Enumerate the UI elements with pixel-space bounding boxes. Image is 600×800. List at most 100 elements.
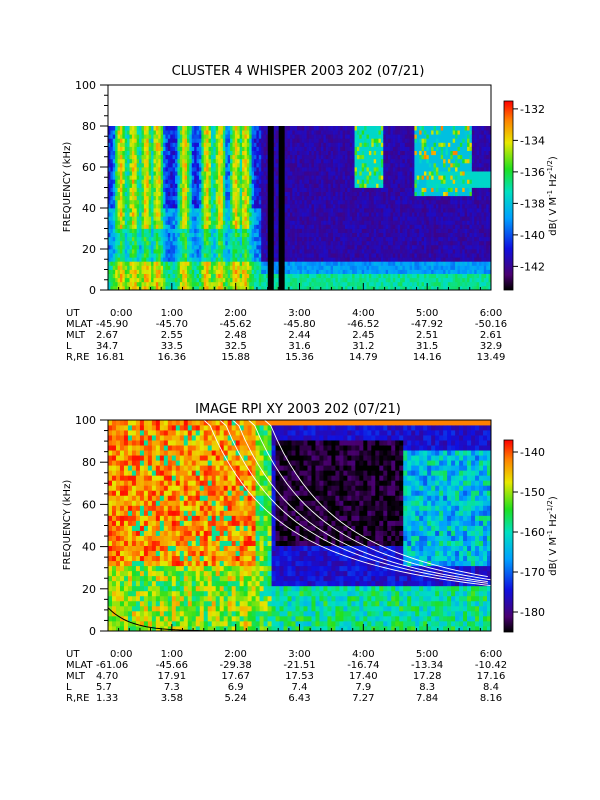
heatmap-cell [285, 203, 288, 209]
heatmap-cell [287, 216, 291, 221]
heatmap-cell [388, 175, 391, 180]
heatmap-cell [215, 261, 219, 266]
heatmap-cell [198, 240, 202, 246]
heatmap-cell [115, 273, 118, 279]
heatmap-cell [165, 228, 169, 233]
heatmap-cell [261, 277, 264, 283]
heatmap-cell [323, 187, 327, 192]
heatmap-cell [400, 269, 403, 274]
heatmap-cell [368, 130, 372, 135]
heatmap-cell [177, 203, 181, 209]
heatmap-cell [373, 253, 377, 258]
heatmap-cell [342, 269, 346, 274]
heatmap-cell [151, 167, 154, 172]
heatmap-cell [182, 265, 185, 270]
heatmap-cell [301, 179, 305, 184]
heatmap-cell [189, 171, 193, 176]
heatmap-cell [208, 158, 212, 164]
heatmap-cell [220, 175, 224, 180]
heatmap-cell [158, 195, 162, 201]
heatmap-cell [246, 249, 250, 254]
heatmap-cell [127, 228, 130, 233]
heatmap-cell [117, 257, 121, 262]
heatmap-cell [333, 179, 336, 184]
heatmap-cell [368, 208, 372, 213]
heatmap-cell [146, 167, 150, 172]
heatmap-cell [177, 281, 181, 287]
heatmap-cell [254, 265, 257, 270]
heatmap-cell [371, 171, 375, 176]
heatmap-cell [165, 261, 169, 266]
heatmap-cell [311, 154, 315, 160]
heatmap-cell [237, 130, 241, 135]
heatmap-cell [191, 224, 195, 229]
heatmap-cell [112, 249, 116, 254]
heatmap-cell [328, 142, 332, 147]
heatmap-cell [124, 220, 128, 225]
heatmap-cell [364, 277, 367, 283]
heatmap-cell [251, 158, 255, 164]
heatmap-cell [306, 130, 310, 135]
heatmap-cell [246, 257, 250, 262]
heatmap-cell [301, 208, 305, 213]
heatmap-cell [373, 273, 377, 279]
heatmap-cell [148, 228, 152, 233]
heatmap-cell [242, 253, 245, 258]
heatmap-cell [390, 138, 394, 143]
heatmap-cell [230, 232, 233, 238]
heatmap-cell [246, 130, 250, 135]
heatmap-cell [309, 228, 312, 233]
heatmap-cell [151, 269, 154, 274]
heatmap-cell [115, 228, 118, 233]
heatmap-cell [273, 228, 276, 233]
heatmap-cell [230, 150, 233, 156]
heatmap-cell [376, 162, 379, 168]
heatmap-cell [368, 171, 372, 176]
heatmap-cell [400, 183, 403, 188]
heatmap-cell [119, 216, 123, 221]
heatmap-cell [349, 158, 353, 164]
heatmap-cell [388, 240, 391, 246]
heatmap-cell [400, 199, 403, 205]
heatmap-cell [361, 208, 365, 213]
heatmap-cell [206, 191, 209, 197]
heatmap-cell [400, 142, 403, 147]
heatmap-cell [136, 285, 140, 291]
heatmap-cell [287, 179, 291, 184]
heatmap-cell [129, 285, 133, 291]
heatmap-cell [167, 261, 171, 266]
heatmap-cell [342, 212, 346, 217]
heatmap-cell [359, 228, 363, 233]
heatmap-cell [201, 162, 205, 168]
heatmap-cell [158, 183, 162, 188]
heatmap-cell [256, 126, 260, 131]
heatmap-cell [112, 228, 116, 233]
heatmap-cell [254, 236, 257, 242]
heatmap-cell [165, 236, 169, 242]
heatmap-cell [335, 146, 339, 151]
heatmap-cell [227, 273, 231, 279]
heatmap-cell [390, 199, 394, 205]
heatmap-cell [182, 195, 185, 201]
heatmap-cell [139, 175, 142, 180]
heatmap-cell [230, 285, 233, 291]
heatmap-cell [258, 146, 262, 151]
heatmap-cell [261, 269, 264, 274]
heatmap-cell [225, 236, 229, 242]
heatmap-cell [287, 154, 291, 160]
heatmap-cell [285, 220, 288, 225]
heatmap-cell [265, 179, 269, 184]
heatmap-cell [143, 228, 147, 233]
heatmap-cell [198, 138, 202, 143]
heatmap-cell [397, 187, 401, 192]
heatmap-cell [122, 249, 126, 254]
heatmap-cell [129, 224, 133, 229]
heatmap-cell [311, 162, 315, 168]
heatmap-cell [301, 277, 305, 283]
heatmap-cell [213, 171, 217, 176]
heatmap-cell [110, 162, 114, 168]
heatmap-cell [371, 265, 375, 270]
heatmap-cell [342, 265, 346, 270]
heatmap-cell [337, 134, 341, 139]
heatmap-cell [306, 138, 310, 143]
